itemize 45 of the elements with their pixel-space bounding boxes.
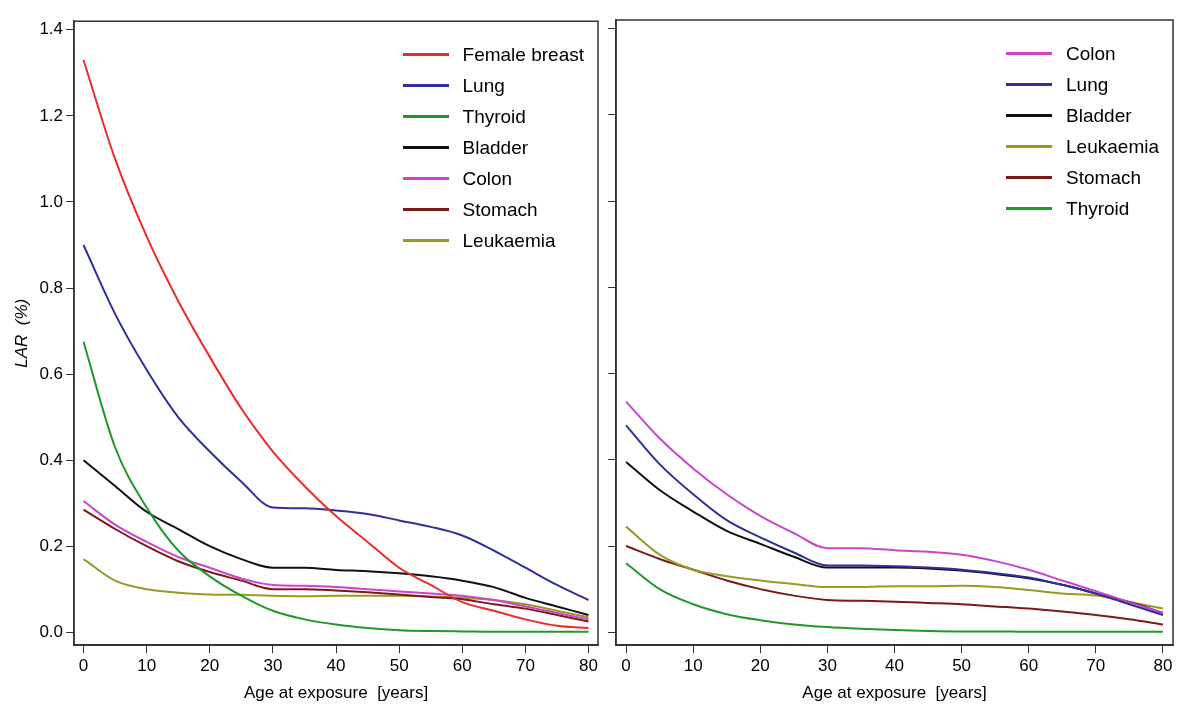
x-tick-label: 40 [885, 656, 904, 676]
x-tick-label: 60 [1019, 656, 1039, 676]
x-tick-label: 0 [621, 656, 631, 676]
legend-label: Female breast [462, 43, 584, 66]
legend-label: Bladder [1066, 104, 1132, 127]
legend-label: Thyroid [462, 105, 526, 128]
legend-label: Stomach [462, 198, 538, 221]
x-tick-label: 70 [1086, 656, 1106, 676]
legend-label: Stomach [1066, 166, 1142, 189]
legend-label: Lung [462, 74, 505, 97]
legend-label: Colon [462, 167, 513, 190]
legend-label: Leukaemia [462, 229, 556, 252]
x-tick-label: 40 [326, 656, 346, 676]
y-tick-label: 0.6 [39, 363, 64, 383]
x-tick-label: 10 [137, 656, 157, 676]
y-tick-label: 1.4 [39, 19, 64, 39]
x-tick-label: 30 [263, 656, 283, 676]
legend-label: Lung [1066, 73, 1109, 96]
line-series [82, 459, 590, 617]
y-tick-label: 1.2 [39, 105, 64, 125]
y-tick-label: 0.0 [39, 621, 64, 641]
line-series [82, 340, 590, 633]
x-tick-label: 80 [1153, 656, 1173, 676]
line-series [82, 558, 590, 619]
y-axis-title: LAR (%) [11, 298, 31, 368]
x-axis-title: Age at exposure [years] [243, 683, 429, 703]
x-tick-label: 80 [579, 656, 598, 676]
x-tick-label: 70 [515, 656, 535, 676]
x-axis-title: Age at exposure [years] [802, 683, 987, 703]
y-tick-label: 1.0 [39, 191, 64, 211]
legend-label: Bladder [462, 136, 529, 159]
x-tick-label: 20 [200, 656, 220, 676]
x-tick-label: 10 [683, 656, 703, 676]
x-tick-label: 0 [78, 656, 89, 676]
x-tick-label: 60 [452, 656, 472, 676]
legend-label: Leukaemia [1066, 135, 1159, 158]
y-tick-label: 0.8 [39, 277, 64, 297]
x-tick-label: 50 [389, 656, 409, 676]
legend-label: Thyroid [1066, 197, 1130, 220]
x-tick-label: 20 [750, 656, 770, 676]
legend-label: Colon [1066, 42, 1116, 65]
y-tick-label: 0.2 [39, 535, 64, 555]
x-tick-label: 30 [817, 656, 837, 676]
y-tick-label: 0.4 [39, 449, 64, 469]
x-tick-label: 50 [952, 656, 972, 676]
